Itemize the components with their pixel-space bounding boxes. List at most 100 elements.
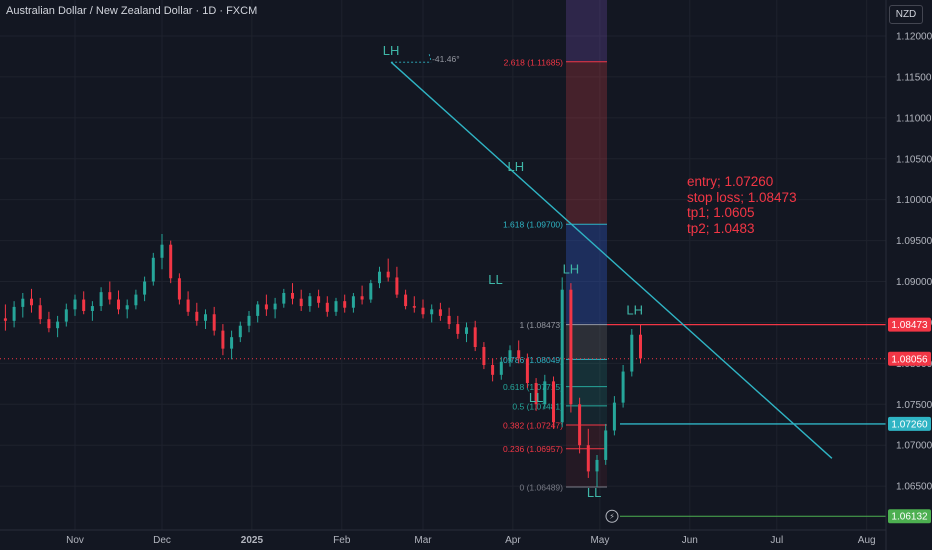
- candle-body: [256, 304, 260, 316]
- y-tick-label: 1.10500: [896, 154, 932, 165]
- candle-body: [108, 292, 112, 300]
- price-label-bg: [888, 351, 931, 366]
- candle-body: [499, 361, 503, 375]
- y-tick-label: 1.07500: [896, 400, 932, 411]
- candle-body: [343, 301, 347, 308]
- candle-body: [534, 383, 538, 405]
- price-label: 1.08056: [891, 354, 928, 365]
- candle-body: [212, 314, 216, 331]
- candle-body: [386, 271, 390, 278]
- candle-body: [177, 278, 181, 300]
- x-tick-label: Apr: [505, 535, 521, 546]
- candle-body: [421, 307, 425, 315]
- candle-body: [30, 298, 33, 306]
- candle-body: [291, 292, 294, 299]
- swing-label: LH: [563, 261, 580, 276]
- fib-level-label: 0.618 (1.07715): [503, 382, 563, 392]
- candle-body: [395, 277, 399, 295]
- fib-zone: [566, 324, 607, 360]
- fib-zone: [566, 359, 607, 406]
- candle-body: [543, 381, 547, 405]
- candle-body: [47, 319, 51, 329]
- candle-body: [273, 303, 277, 310]
- candle-body: [308, 296, 312, 307]
- entry-text: entry; 1.07260: [687, 174, 774, 189]
- swing-label: LL: [587, 485, 601, 500]
- candle-body: [560, 289, 564, 423]
- swing-label: LH: [507, 159, 524, 174]
- x-tick-label: May: [590, 535, 609, 546]
- x-tick-label: Jul: [770, 535, 783, 546]
- candle-body: [186, 299, 190, 312]
- candle-body: [621, 371, 625, 403]
- price-label: 1.06132: [891, 512, 928, 523]
- swing-label: LL: [529, 390, 543, 405]
- candle-body: [82, 299, 86, 311]
- y-tick-label: 1.12000: [896, 32, 932, 43]
- price-label-bg: [888, 509, 931, 524]
- candle-body: [569, 289, 573, 405]
- candle-body: [325, 302, 329, 312]
- angle-arc: [391, 54, 432, 63]
- candle-body: [195, 311, 199, 321]
- fib-level-label: 0.786 (1.08049): [503, 355, 563, 365]
- price-label: 1.08473: [891, 320, 928, 331]
- candle-body: [491, 364, 495, 375]
- candle-body: [221, 330, 225, 349]
- fib-zone: [566, 448, 607, 488]
- alert-icon: [605, 509, 619, 523]
- x-tick-label: Feb: [333, 535, 351, 546]
- candle-body: [465, 327, 468, 334]
- candle-body: [508, 350, 512, 362]
- x-tick-label: Aug: [858, 535, 876, 546]
- candle-body: [525, 358, 529, 384]
- x-tick-label: Dec: [153, 535, 171, 546]
- candle-body: [90, 306, 94, 311]
- swing-label: LL: [488, 272, 502, 287]
- candle-body: [38, 305, 42, 320]
- candle-body: [160, 244, 164, 258]
- candle-body: [247, 315, 251, 326]
- fib-zone: [566, 405, 607, 425]
- candle-body: [64, 309, 68, 322]
- candle-body: [299, 298, 303, 307]
- candle-body: [204, 314, 207, 321]
- candle-body: [447, 315, 451, 325]
- candle-body: [230, 337, 234, 349]
- candle-body: [578, 404, 582, 446]
- y-tick-label: 1.07000: [896, 441, 932, 452]
- trade-annotation: entry; 1.07260 stop loss; 1.08473 tp1; 1…: [687, 174, 797, 236]
- fib-level-label: 0.382 (1.07247): [503, 420, 563, 430]
- currency-selector[interactable]: NZD: [889, 5, 923, 24]
- fib-zone: [566, 424, 607, 449]
- candle-body: [12, 306, 16, 321]
- candle-body: [473, 327, 477, 347]
- candle-body: [169, 244, 173, 279]
- candle-body: [334, 301, 338, 312]
- fib-level-label: 1.618 (1.09700): [503, 220, 563, 230]
- candle-body: [456, 324, 460, 334]
- candle-body: [360, 296, 364, 300]
- x-tick-label: Nov: [66, 535, 84, 546]
- price-label-bg: [888, 317, 931, 332]
- candle-body: [134, 294, 138, 306]
- alert-icon-glyph: ⚡: [609, 512, 615, 521]
- candle-body: [317, 296, 321, 303]
- candle-body: [517, 350, 521, 359]
- candle-body: [630, 334, 634, 372]
- trendline: [390, 61, 833, 459]
- price-label: 1.07260: [891, 419, 928, 430]
- candle-body: [412, 306, 416, 308]
- fib-zone: [566, 0, 607, 62]
- candle-body: [639, 334, 642, 359]
- candle-body: [586, 445, 590, 472]
- fib-level-label: 1 (1.08473): [520, 320, 564, 330]
- stop-loss-text: stop loss; 1.08473: [687, 189, 797, 205]
- candle-body: [117, 299, 120, 310]
- candle-body: [612, 402, 616, 431]
- fib-level-label: 0 (1.06489): [520, 483, 564, 493]
- candle-body: [604, 430, 608, 460]
- angle-label: -41.46°: [432, 54, 460, 64]
- x-tick-label: Mar: [414, 535, 432, 546]
